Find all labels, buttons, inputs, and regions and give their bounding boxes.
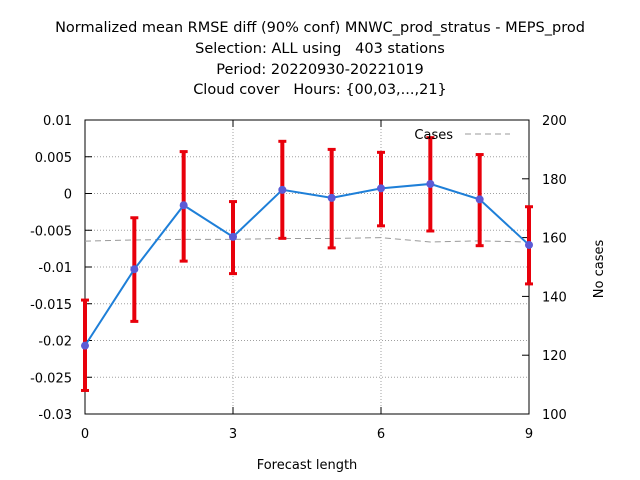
data-point bbox=[179, 201, 188, 210]
x-tick-label: 9 bbox=[525, 427, 533, 442]
y2-tick-label: 200 bbox=[542, 114, 567, 129]
y-tick-label: -0.02 bbox=[38, 335, 72, 350]
rmse-diff-series bbox=[81, 179, 533, 350]
data-point bbox=[130, 265, 139, 274]
data-point bbox=[278, 185, 287, 194]
title-line-4: Cloud cover Hours: {00,03,...,21} bbox=[193, 82, 447, 98]
error-bars bbox=[81, 136, 533, 392]
x-tick-label: 6 bbox=[377, 427, 385, 442]
y2-tick-label: 120 bbox=[542, 349, 567, 364]
y2-tick-label: 160 bbox=[542, 232, 567, 247]
rmse-diff-line bbox=[84, 182, 530, 347]
x-tick-label: 3 bbox=[229, 427, 237, 442]
y-tick-label: -0.015 bbox=[30, 298, 72, 313]
y-tick-label: -0.01 bbox=[38, 261, 72, 276]
data-point bbox=[475, 195, 484, 204]
cases-line bbox=[84, 237, 530, 243]
title-line-2: Selection: ALL using 403 stations bbox=[195, 41, 445, 57]
cases-series bbox=[84, 237, 530, 243]
y-tick-label: -0.025 bbox=[30, 371, 72, 386]
grid bbox=[85, 120, 529, 414]
data-point bbox=[327, 193, 336, 202]
title-line-1: Normalized mean RMSE diff (90% conf) MNW… bbox=[55, 20, 585, 36]
data-point bbox=[525, 240, 533, 249]
axes: -0.03 -0.025 -0.02 -0.015 -0.01 -0.005 0 0.005 0… bbox=[30, 114, 567, 442]
data-point bbox=[229, 232, 237, 241]
y2-tick-label: 100 bbox=[542, 408, 567, 423]
y-tick-label: -0.005 bbox=[30, 224, 72, 239]
y2-tick-label: 140 bbox=[542, 290, 567, 305]
legend: Cases bbox=[414, 128, 510, 143]
y2-axis-label: No cases bbox=[592, 240, 607, 299]
data-point bbox=[81, 341, 89, 350]
title-line-3: Period: 20220930-20221019 bbox=[216, 62, 424, 78]
data-point bbox=[426, 179, 435, 188]
y-tick-label: 0.005 bbox=[35, 151, 72, 166]
y2-tick-label: 180 bbox=[542, 173, 567, 188]
x-axis-label: Forecast length bbox=[257, 458, 358, 473]
x-tick-label: 0 bbox=[81, 427, 89, 442]
y-tick-label: 0.01 bbox=[43, 114, 72, 129]
legend-label-cases: Cases bbox=[414, 128, 453, 143]
data-point bbox=[377, 184, 385, 193]
y-tick-label: 0 bbox=[64, 188, 72, 203]
y-tick-label: -0.03 bbox=[38, 408, 72, 423]
